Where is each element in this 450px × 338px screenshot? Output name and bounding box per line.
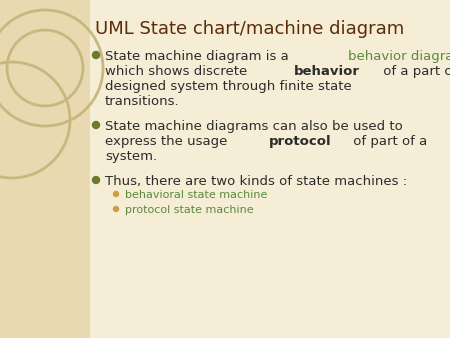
Text: system.: system. (105, 150, 157, 163)
Text: transitions.: transitions. (105, 95, 180, 108)
Circle shape (93, 51, 99, 58)
Text: of part of a: of part of a (349, 135, 427, 148)
Text: which shows discrete: which shows discrete (105, 65, 252, 78)
Circle shape (113, 207, 118, 212)
Text: State machine diagrams can also be used to: State machine diagrams can also be used … (105, 120, 403, 133)
Text: UML State chart/machine diagram: UML State chart/machine diagram (95, 20, 404, 38)
Text: protocol: protocol (268, 135, 331, 148)
Text: State machine diagram is a: State machine diagram is a (105, 50, 293, 63)
Bar (0, 0, 90, 338)
Text: express the usage: express the usage (105, 135, 232, 148)
Text: designed system through finite state: designed system through finite state (105, 80, 352, 93)
Text: protocol state machine: protocol state machine (125, 205, 254, 215)
Circle shape (93, 176, 99, 184)
Text: behavior: behavior (294, 65, 360, 78)
Text: Thus, there are two kinds of state machines :: Thus, there are two kinds of state machi… (105, 175, 407, 188)
Text: behavioral state machine: behavioral state machine (125, 190, 267, 200)
Text: behavior diagram: behavior diagram (347, 50, 450, 63)
Circle shape (93, 121, 99, 128)
Text: of a part of: of a part of (379, 65, 450, 78)
Circle shape (113, 192, 118, 196)
